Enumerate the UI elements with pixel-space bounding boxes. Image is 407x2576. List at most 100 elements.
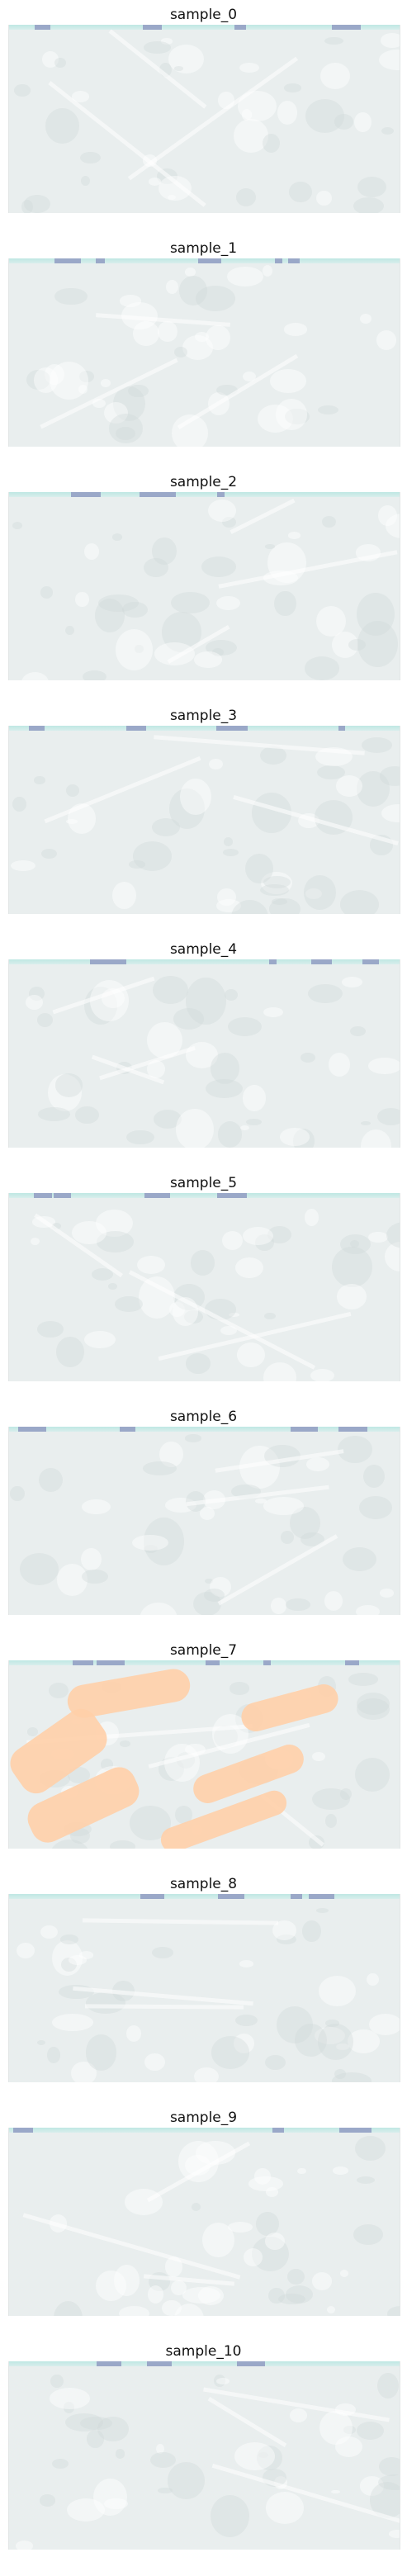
strip-mark <box>272 2128 284 2133</box>
texture-blob <box>174 66 184 71</box>
texture-blob <box>222 1231 243 1251</box>
texture-blob <box>54 57 66 69</box>
texture-blob <box>269 897 301 914</box>
strip-mark <box>206 1660 220 1665</box>
texture-blob <box>95 1209 133 1237</box>
texture-blob <box>96 2271 126 2301</box>
texture-blob <box>381 803 400 822</box>
strip-mark <box>71 492 101 497</box>
texture-blob <box>205 639 238 656</box>
road-line <box>230 498 296 534</box>
texture-blob <box>184 1434 201 1443</box>
texture-blob <box>207 499 237 523</box>
top-strip <box>9 2361 400 2366</box>
strip-mark <box>143 25 162 30</box>
texture-blob <box>140 1602 177 1615</box>
texture-blob <box>143 41 171 54</box>
texture-blob <box>327 2305 336 2314</box>
texture-blob <box>146 1059 165 1079</box>
strip-mark <box>364 2128 372 2133</box>
texture-blob <box>260 746 286 765</box>
texture-blob <box>315 2027 346 2045</box>
texture-blob <box>210 1053 239 1085</box>
texture-blob <box>166 279 179 294</box>
texture-blob <box>53 2301 83 2316</box>
segmentation-overlay <box>64 1666 193 1721</box>
texture-blob <box>167 194 176 201</box>
texture-blob <box>134 644 144 654</box>
satellite-image-panel <box>8 492 400 680</box>
panel-title: sample_10 <box>165 2343 242 2360</box>
texture-blob <box>303 875 336 910</box>
texture-blob <box>27 1727 39 1736</box>
texture-blob <box>82 1499 111 1515</box>
texture-blob <box>57 1564 88 1596</box>
texture-blob <box>223 837 233 846</box>
texture-blob <box>312 2272 332 2290</box>
texture-blob <box>324 36 343 45</box>
texture-blob <box>59 1934 79 1944</box>
texture-blob <box>203 1588 225 1602</box>
strip-mark <box>29 726 45 731</box>
strip-mark <box>54 258 81 263</box>
texture-blob <box>153 975 189 1004</box>
texture-blob <box>86 1991 125 2014</box>
texture-blob <box>173 347 187 358</box>
texture-blob <box>148 178 161 186</box>
texture-blob <box>79 151 102 164</box>
texture-blob <box>305 1457 329 1472</box>
texture-blob <box>227 2222 253 2233</box>
texture-blob <box>276 2006 313 2043</box>
texture-blob <box>64 2402 75 2414</box>
top-strip <box>9 1660 400 1665</box>
texture-blob <box>51 2014 93 2032</box>
texture-blob <box>336 1284 367 1309</box>
texture-blob <box>152 537 177 566</box>
top-strip <box>9 726 400 731</box>
texture-blob <box>10 860 35 872</box>
texture-blob <box>217 1121 243 1148</box>
texture-blob <box>243 2247 263 2267</box>
texture-blob <box>340 890 380 914</box>
texture-blob <box>280 1128 310 1146</box>
texture-blob <box>126 2025 142 2042</box>
texture-blob <box>45 108 80 144</box>
texture-blob <box>24 194 50 213</box>
texture-blob <box>339 1788 352 1800</box>
texture-blob <box>34 367 59 394</box>
texture-blob <box>339 2270 349 2277</box>
texture-blob <box>227 1017 262 1037</box>
texture-blob <box>175 1806 192 1824</box>
texture-blob <box>281 1530 295 1544</box>
texture-blob <box>66 2498 106 2522</box>
texture-blob <box>40 1925 58 1939</box>
texture-blob <box>202 2222 235 2258</box>
texture-blob <box>265 2055 286 2071</box>
texture-blob <box>26 369 50 391</box>
texture-blob <box>290 1507 321 1540</box>
texture-blob <box>386 1222 400 1249</box>
texture-blob <box>170 2280 187 2295</box>
texture-blob <box>28 986 45 1001</box>
texture-blob <box>83 542 100 561</box>
texture-blob <box>216 899 242 912</box>
texture-blob <box>147 2285 164 2304</box>
texture-blob <box>193 1591 222 1615</box>
strip-mark <box>54 1193 71 1198</box>
texture-blob <box>111 881 136 910</box>
top-strip <box>9 25 400 30</box>
texture-blob <box>286 2285 314 2304</box>
texture-blob <box>322 515 336 528</box>
strip-mark <box>291 1427 318 1432</box>
top-strip <box>9 959 400 964</box>
strip-mark <box>73 1660 93 1665</box>
satellite-image-panel <box>8 1660 400 1849</box>
texture-blob <box>54 287 88 305</box>
texture-blob <box>217 888 236 907</box>
texture-blob <box>243 1085 266 1111</box>
texture-blob <box>97 2417 129 2441</box>
texture-blob <box>357 2176 376 2185</box>
strip-mark <box>291 1894 302 1899</box>
texture-blob <box>239 63 260 73</box>
texture-blob <box>183 1309 203 1324</box>
